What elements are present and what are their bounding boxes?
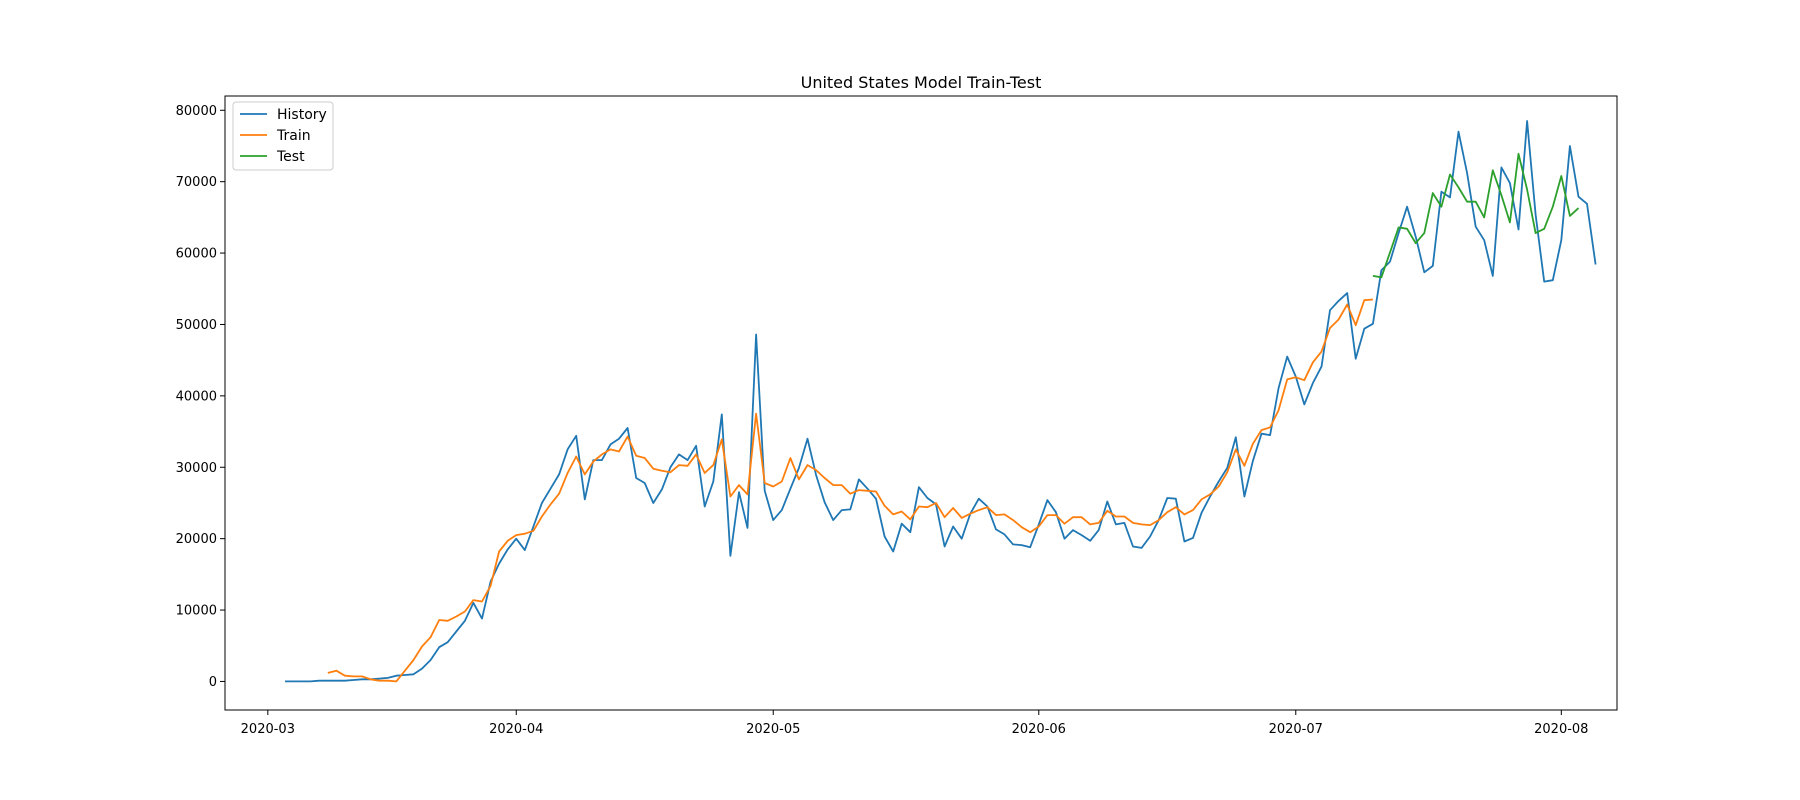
series-line-train	[327, 298, 1373, 683]
plot-frame	[224, 95, 1618, 711]
chart-title: United States Model Train-Test	[801, 73, 1042, 92]
y-tick-label: 20000	[176, 532, 217, 547]
y-tick-label: 50000	[176, 318, 217, 333]
legend-label-test: Test	[276, 149, 305, 165]
y-tick-label: 70000	[176, 175, 217, 190]
series-line-test	[1372, 152, 1580, 279]
x-axis: 2020-03 2020-04 2020-05 2020-06 2020-07 2020-…	[241, 710, 1588, 737]
legend-label-history: History	[277, 107, 327, 123]
plot-series	[285, 120, 1597, 683]
y-tick-label: 80000	[176, 104, 217, 119]
x-tick-label: 2020-08	[1534, 722, 1588, 737]
y-tick-label: 40000	[176, 389, 217, 404]
y-tick-label: 60000	[176, 247, 217, 262]
legend-box	[232, 101, 334, 171]
x-tick-label: 2020-03	[241, 722, 295, 737]
x-tick-label: 2020-07	[1269, 722, 1323, 737]
legend: History Train Test	[232, 101, 334, 171]
x-tick-label: 2020-05	[746, 722, 800, 737]
y-tick-label: 30000	[176, 461, 217, 476]
y-axis: 0 10000 20000 30000 40000 50000 60000 70000 8000…	[176, 104, 225, 690]
series-line-history	[285, 120, 1597, 683]
y-tick-label: 10000	[176, 604, 217, 619]
x-tick-label: 2020-06	[1012, 722, 1066, 737]
y-tick-label: 0	[209, 675, 217, 690]
legend-label-train: Train	[276, 128, 311, 144]
x-tick-label: 2020-04	[489, 722, 543, 737]
